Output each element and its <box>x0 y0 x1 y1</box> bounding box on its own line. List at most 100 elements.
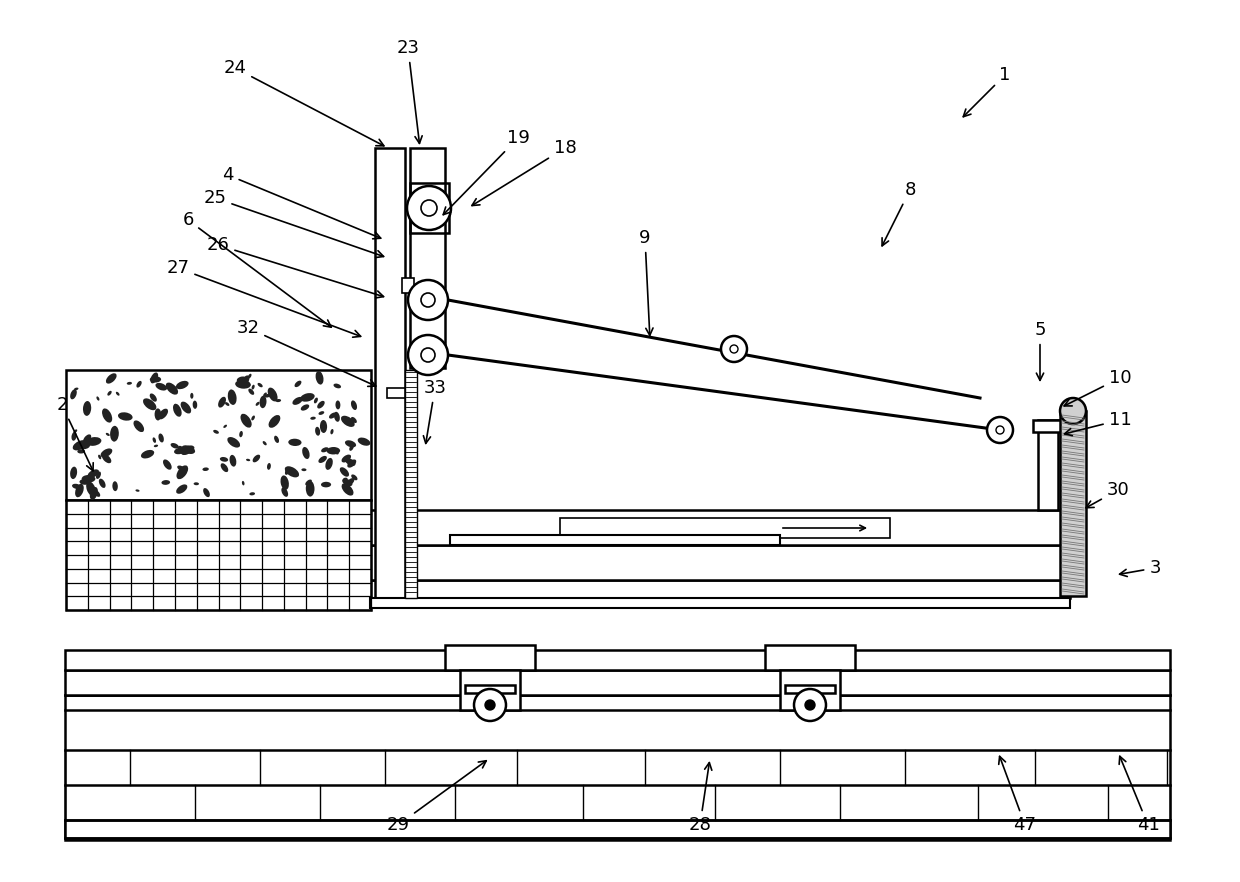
Bar <box>460 670 520 710</box>
Bar <box>89 570 109 581</box>
Circle shape <box>730 345 738 353</box>
Ellipse shape <box>113 482 118 491</box>
Circle shape <box>996 426 1004 434</box>
Bar <box>242 528 262 541</box>
Circle shape <box>422 348 435 362</box>
Text: 47: 47 <box>998 757 1037 834</box>
Ellipse shape <box>342 479 352 486</box>
Bar <box>285 556 305 568</box>
Bar <box>306 597 326 609</box>
Ellipse shape <box>77 449 86 453</box>
Text: 18: 18 <box>472 139 577 206</box>
Text: 25: 25 <box>203 189 383 258</box>
Circle shape <box>422 293 435 307</box>
Ellipse shape <box>237 377 246 382</box>
Bar <box>64 695 1171 840</box>
Ellipse shape <box>223 424 227 428</box>
Ellipse shape <box>82 475 95 482</box>
Ellipse shape <box>176 484 187 494</box>
Ellipse shape <box>86 437 93 445</box>
Circle shape <box>407 186 451 230</box>
Bar <box>306 515 326 527</box>
Ellipse shape <box>171 443 179 449</box>
Ellipse shape <box>102 454 112 463</box>
Bar <box>370 598 1070 608</box>
Ellipse shape <box>115 392 119 396</box>
Bar <box>350 515 370 527</box>
Ellipse shape <box>159 408 169 419</box>
Ellipse shape <box>316 371 324 385</box>
Circle shape <box>408 280 448 320</box>
Ellipse shape <box>155 383 167 391</box>
Ellipse shape <box>248 374 252 378</box>
Bar <box>66 500 371 610</box>
Ellipse shape <box>143 399 156 410</box>
Ellipse shape <box>227 437 241 447</box>
Ellipse shape <box>341 483 353 496</box>
Ellipse shape <box>150 372 159 384</box>
Ellipse shape <box>154 445 157 447</box>
Text: 8: 8 <box>882 181 915 246</box>
Circle shape <box>987 417 1013 443</box>
Bar <box>154 556 174 568</box>
Ellipse shape <box>118 412 133 421</box>
Ellipse shape <box>71 467 77 479</box>
Bar <box>197 528 217 541</box>
Bar <box>1060 411 1086 596</box>
Bar <box>306 542 326 554</box>
Ellipse shape <box>141 450 154 459</box>
Bar <box>110 528 130 541</box>
Ellipse shape <box>317 400 325 408</box>
Ellipse shape <box>314 398 317 403</box>
Ellipse shape <box>136 381 141 387</box>
Text: 19: 19 <box>443 129 529 214</box>
Bar <box>197 556 217 568</box>
Bar <box>154 528 174 541</box>
Ellipse shape <box>76 484 84 497</box>
Bar <box>370 580 1070 598</box>
Ellipse shape <box>83 401 92 416</box>
Bar <box>402 278 414 293</box>
Bar <box>370 545 1070 580</box>
Ellipse shape <box>74 387 78 390</box>
Ellipse shape <box>105 373 117 384</box>
Bar <box>133 542 153 554</box>
Bar <box>67 584 87 595</box>
Ellipse shape <box>174 404 181 417</box>
Ellipse shape <box>347 478 355 486</box>
Ellipse shape <box>300 393 315 401</box>
Ellipse shape <box>150 377 161 383</box>
Ellipse shape <box>246 459 250 461</box>
Ellipse shape <box>181 401 191 414</box>
Ellipse shape <box>203 488 210 497</box>
Ellipse shape <box>219 457 228 462</box>
Ellipse shape <box>179 445 186 454</box>
Ellipse shape <box>88 469 99 478</box>
Ellipse shape <box>108 391 112 396</box>
Circle shape <box>794 689 826 721</box>
Bar <box>410 183 449 233</box>
Ellipse shape <box>86 482 95 497</box>
Ellipse shape <box>181 445 195 454</box>
Bar <box>176 570 196 581</box>
Ellipse shape <box>264 394 270 398</box>
Ellipse shape <box>86 437 102 446</box>
Ellipse shape <box>72 432 77 441</box>
Bar <box>64 670 1171 695</box>
Ellipse shape <box>202 467 208 471</box>
Ellipse shape <box>71 389 77 400</box>
Ellipse shape <box>301 468 306 471</box>
Ellipse shape <box>310 416 316 420</box>
Ellipse shape <box>321 482 331 488</box>
Bar <box>450 535 780 545</box>
Bar <box>285 528 305 541</box>
Bar <box>219 597 239 609</box>
Bar <box>110 501 130 512</box>
Ellipse shape <box>255 402 259 406</box>
Ellipse shape <box>280 475 289 490</box>
Ellipse shape <box>242 481 244 485</box>
Ellipse shape <box>236 380 250 389</box>
Text: 30: 30 <box>1086 481 1130 508</box>
Ellipse shape <box>275 399 281 402</box>
Ellipse shape <box>89 487 98 500</box>
